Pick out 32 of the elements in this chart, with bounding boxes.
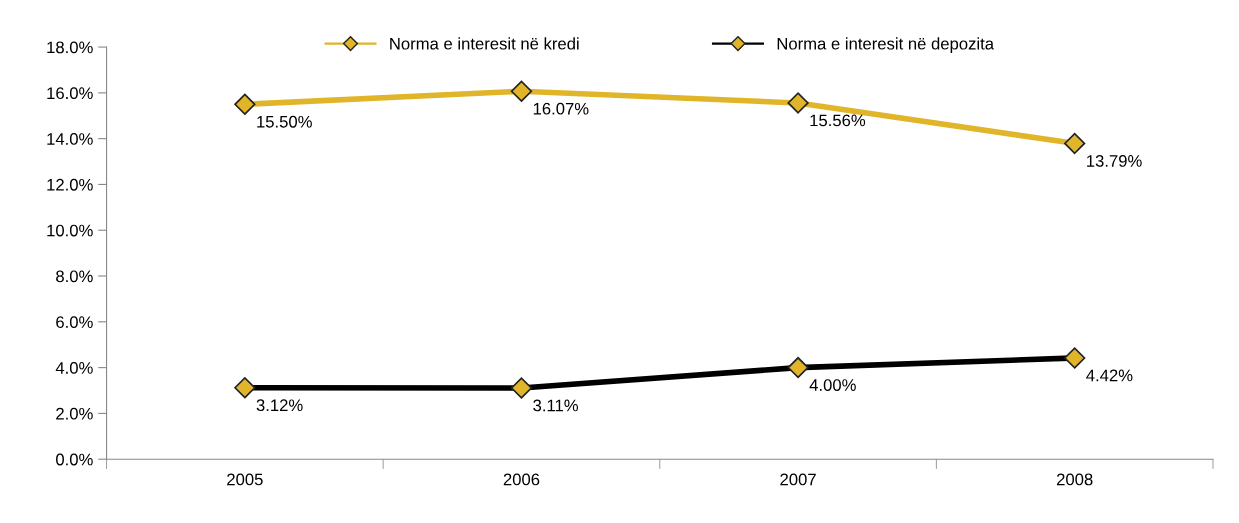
point xyxy=(510,377,533,399)
y-tick-label: 14.0% xyxy=(47,133,93,145)
y-tick-label: 10.0% xyxy=(47,224,93,237)
point xyxy=(1064,347,1086,369)
point xyxy=(787,92,809,114)
x-tick-label: 2006 xyxy=(503,473,540,486)
x-tick-label: 2005 xyxy=(227,473,263,486)
y-tick-label: 6.0% xyxy=(56,316,93,329)
y-tick-label: 18.0% xyxy=(47,41,93,54)
data-label: 15.56% xyxy=(810,114,866,127)
data-label: 4.42% xyxy=(1086,369,1133,382)
y-tick-label: 16.0% xyxy=(47,87,93,100)
y-tick-label: 12.0% xyxy=(47,178,93,191)
point xyxy=(234,93,256,115)
data-label: 4.00% xyxy=(809,379,856,391)
point xyxy=(510,80,533,102)
data-label: 13.79% xyxy=(1087,155,1142,167)
y-tick-label: 2.0% xyxy=(56,407,93,420)
x-tick-label: 2008 xyxy=(1056,473,1093,486)
data-label: 3.11% xyxy=(533,399,579,412)
data-label: 3.12% xyxy=(256,399,303,412)
point xyxy=(234,377,256,399)
data-label: 16.07% xyxy=(533,102,589,115)
data-label: 15.50% xyxy=(257,115,312,128)
legend-label: Norma e interesit në depozita xyxy=(777,37,995,53)
point xyxy=(1064,132,1086,155)
point xyxy=(787,356,809,379)
legend-label: Norma e interesit në kredi xyxy=(390,37,579,50)
y-tick-label: 4.0% xyxy=(55,362,93,374)
y-tick-label: 0.0% xyxy=(56,453,93,466)
y-tick-label: 8.0% xyxy=(56,270,93,283)
x-tick-label: 2007 xyxy=(780,473,816,486)
